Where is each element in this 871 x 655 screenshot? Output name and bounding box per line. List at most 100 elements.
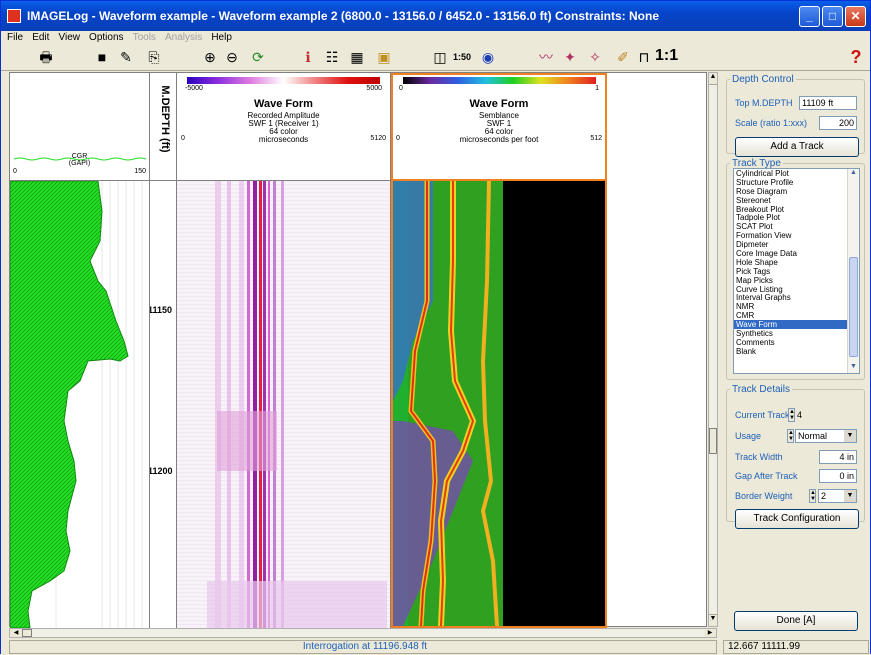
scroll-down-icon[interactable]: ▼ xyxy=(709,614,717,626)
refresh-icon[interactable]: ⟳ xyxy=(252,49,264,65)
track-type-item[interactable]: Core Image Data xyxy=(736,249,797,259)
track-type-item[interactable]: CMR xyxy=(736,311,755,321)
log-plot-area[interactable]: CGR (GAPI) 0 150 M.DEPTH (ft) -5000 5000… xyxy=(9,72,707,628)
scale-input[interactable]: 200 xyxy=(819,116,857,130)
help-icon[interactable]: ? xyxy=(850,47,862,67)
border-dropdown-icon[interactable]: ▼ xyxy=(844,490,856,502)
track-type-list[interactable]: Cylindrical Plot Structure Profile Rose Di… xyxy=(733,168,860,374)
horizontal-scrollbar[interactable]: ◀ ▶ xyxy=(9,628,717,638)
properties-icon[interactable]: ◉ xyxy=(481,49,495,65)
track-type-item[interactable]: Cylindrical Plot xyxy=(736,169,789,178)
cgr-track[interactable] xyxy=(10,181,149,628)
usage-select[interactable]: Normal ▼ xyxy=(795,429,857,443)
grid-icon[interactable]: ▦ xyxy=(350,49,364,65)
wave1-track[interactable] xyxy=(177,181,390,628)
menu-file[interactable]: File xyxy=(7,32,24,43)
gap-input[interactable]: 0 in xyxy=(819,469,857,483)
track-type-item[interactable]: Interval Graphs xyxy=(736,293,791,303)
current-track-value: 4 xyxy=(797,410,803,420)
cgr-min: 0 xyxy=(13,168,17,175)
minimize-button[interactable]: _ xyxy=(799,6,820,27)
top-depth-label: Top M.DEPTH xyxy=(735,98,793,108)
curve-icon[interactable]: ✐ xyxy=(617,49,629,65)
wave1-sub1: Recorded Amplitude xyxy=(247,111,320,120)
scroll-right-icon[interactable]: ▶ xyxy=(704,629,716,637)
track-type-item[interactable]: Comments xyxy=(736,337,775,347)
menu-view[interactable]: View xyxy=(58,32,80,43)
usage-spinner[interactable]: ▲ ▼ xyxy=(787,429,794,443)
menu-help[interactable]: Help xyxy=(211,32,232,43)
track-type-item[interactable]: Map Picks xyxy=(736,275,773,285)
ratio-icon[interactable]: ⊓ xyxy=(638,49,650,65)
menu-analysis[interactable]: Analysis xyxy=(165,32,203,43)
add-track-button[interactable]: Add a Track xyxy=(735,137,859,157)
depth-control-group: Depth Control Top M.DEPTH 11109 ft Scale… xyxy=(726,74,865,157)
close-button[interactable]: ✕ xyxy=(845,6,866,27)
vertical-scrollbar[interactable]: ▲ ▼ xyxy=(708,72,718,627)
image-icon[interactable]: ▣ xyxy=(377,49,391,65)
copy-icon[interactable]: ⎘ xyxy=(148,49,160,65)
track-type-item[interactable]: Structure Profile xyxy=(736,177,794,187)
usage-value: Normal xyxy=(798,431,828,441)
wave2-track-header[interactable]: 0 1 Wave Form Semblance SWF 1 64 color 0… xyxy=(391,73,607,181)
list-scroll-down-icon[interactable]: ▼ xyxy=(850,363,857,370)
track-type-item[interactable]: Rose Diagram xyxy=(736,186,788,196)
track-type-item[interactable]: Tadpole Plot xyxy=(736,213,781,223)
track-type-item[interactable]: NMR xyxy=(736,302,755,312)
top-depth-input[interactable]: 11109 ft xyxy=(799,96,857,110)
list-scroll-thumb[interactable] xyxy=(849,257,858,357)
status-bar: Interrogation at 11196.948 ft 12.667 111… xyxy=(1,639,870,655)
track-icon[interactable]: ◫ xyxy=(433,49,447,65)
menu-edit[interactable]: Edit xyxy=(32,32,50,43)
save-icon[interactable]: ■ xyxy=(97,49,107,65)
hscroll-thumb[interactable] xyxy=(22,629,32,637)
scale-icon[interactable]: 1:50 xyxy=(452,52,471,62)
track-type-item[interactable]: Stereonet xyxy=(736,195,771,205)
track-type-item[interactable]: Breakout Plot xyxy=(736,204,785,214)
info-tool-icon[interactable]: ℹ xyxy=(305,49,311,65)
usage-dropdown-icon[interactable]: ▼ xyxy=(844,430,856,442)
track-type-item[interactable]: Formation View xyxy=(736,231,792,241)
border-weight-spinner[interactable]: ▲ ▼ xyxy=(809,489,816,503)
track-type-item[interactable]: Dipmeter xyxy=(736,240,769,250)
current-track-label: Current Track xyxy=(735,410,790,420)
ratio-label[interactable]: 1:1 xyxy=(655,47,679,64)
cgr-max: 150 xyxy=(134,168,146,175)
cgr-curve-name: CGR xyxy=(71,153,88,160)
depth-tick-11150: 11150 xyxy=(150,305,173,315)
track-type-item[interactable]: SCAT Plot xyxy=(736,222,773,232)
track-width-input[interactable]: 4 in xyxy=(819,450,857,464)
zoom-in-icon[interactable]: ⊕ xyxy=(204,49,216,65)
wave1-track-header[interactable]: -5000 5000 Wave Form Recorded Amplitude … xyxy=(177,73,390,181)
zoom-out-icon[interactable]: ⊖ xyxy=(226,49,238,65)
table-icon[interactable]: ☷ xyxy=(325,49,339,65)
title-bar[interactable]: IMAGELog - Waveform example - Waveform e… xyxy=(1,1,870,31)
maximize-button[interactable]: □ xyxy=(822,6,843,27)
cgr-track-header[interactable]: CGR (GAPI) 0 150 xyxy=(10,73,149,181)
annotate-icon[interactable]: ✧ xyxy=(589,49,601,65)
edit-icon[interactable]: ✎ xyxy=(120,49,132,65)
scroll-thumb[interactable] xyxy=(709,428,717,454)
toggle-icon[interactable]: ✦ xyxy=(564,49,576,65)
track-type-item[interactable]: Blank xyxy=(736,346,757,356)
wave2-track[interactable] xyxy=(391,181,607,628)
track-type-item[interactable]: Synthetics xyxy=(736,329,773,339)
list-scrollbar[interactable]: ▲ ▼ xyxy=(847,169,859,373)
menu-options[interactable]: Options xyxy=(89,32,124,43)
track-configuration-button[interactable]: Track Configuration xyxy=(735,509,859,529)
track-type-item[interactable]: Hole Shape xyxy=(736,257,778,267)
current-track-spinner[interactable]: ▲ ▼ xyxy=(788,408,795,422)
cgr-legend-line xyxy=(13,157,147,161)
waveform-icon[interactable]: 〰 xyxy=(539,49,553,65)
border-weight-select[interactable]: 2 ▼ xyxy=(818,489,857,503)
scroll-left-icon[interactable]: ◀ xyxy=(10,629,22,637)
scroll-up-icon[interactable]: ▲ xyxy=(709,73,717,85)
print-icon[interactable]: 🖶 xyxy=(39,49,53,65)
list-scroll-up-icon[interactable]: ▲ xyxy=(850,169,857,176)
track-type-item[interactable]: Pick Tags xyxy=(736,266,771,276)
track-type-item[interactable]: Wave Form xyxy=(734,320,859,329)
track-type-item[interactable]: Curve Listing xyxy=(736,284,783,294)
done-button[interactable]: Done [A] xyxy=(734,611,858,631)
menu-tools[interactable]: Tools xyxy=(132,32,156,43)
